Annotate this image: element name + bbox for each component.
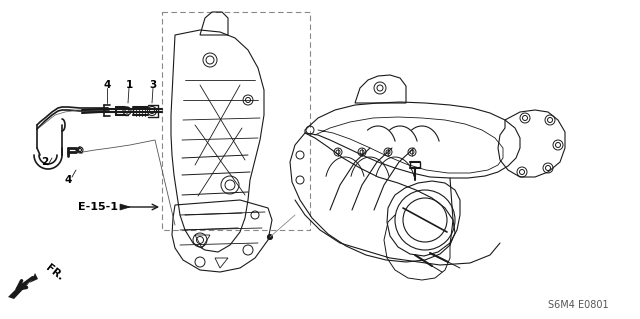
Bar: [162, 12, 310, 230]
Text: 1: 1: [125, 80, 132, 90]
Text: 4: 4: [103, 80, 111, 90]
Text: FR.: FR.: [44, 263, 65, 283]
Circle shape: [268, 234, 273, 240]
Polygon shape: [8, 273, 38, 299]
Text: S6M4 E0801: S6M4 E0801: [548, 300, 608, 310]
Polygon shape: [120, 204, 130, 210]
Text: 4: 4: [64, 175, 72, 185]
Text: 3: 3: [149, 80, 157, 90]
Text: 2: 2: [42, 157, 49, 167]
Text: E-15-1: E-15-1: [78, 202, 118, 212]
